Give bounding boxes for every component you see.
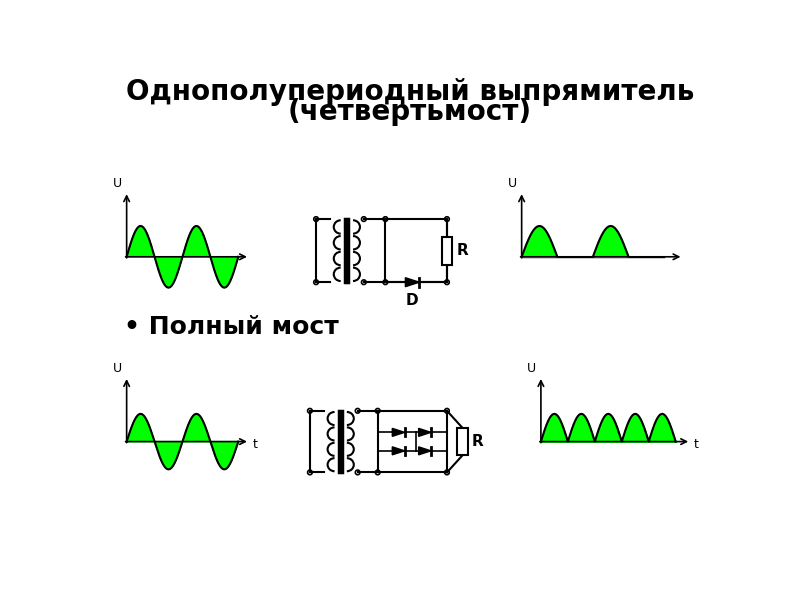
Polygon shape bbox=[392, 447, 405, 455]
Polygon shape bbox=[406, 278, 419, 287]
Text: D: D bbox=[406, 293, 418, 308]
Text: Однополупериодный выпрямитель: Однополупериодный выпрямитель bbox=[126, 78, 694, 106]
Polygon shape bbox=[418, 428, 431, 436]
Text: t: t bbox=[253, 438, 258, 451]
Text: • Полный мост: • Полный мост bbox=[123, 314, 338, 338]
Polygon shape bbox=[418, 447, 431, 455]
Text: U: U bbox=[527, 362, 536, 374]
Text: (четвертьмост): (четвертьмост) bbox=[288, 98, 532, 126]
Bar bbox=[457, 428, 468, 455]
Text: R: R bbox=[472, 434, 483, 449]
Text: U: U bbox=[113, 177, 122, 190]
Text: U: U bbox=[508, 177, 517, 190]
Polygon shape bbox=[392, 428, 405, 436]
Text: t: t bbox=[694, 438, 699, 451]
Text: U: U bbox=[113, 362, 122, 374]
Text: R: R bbox=[457, 243, 469, 258]
Bar bbox=[442, 237, 452, 265]
